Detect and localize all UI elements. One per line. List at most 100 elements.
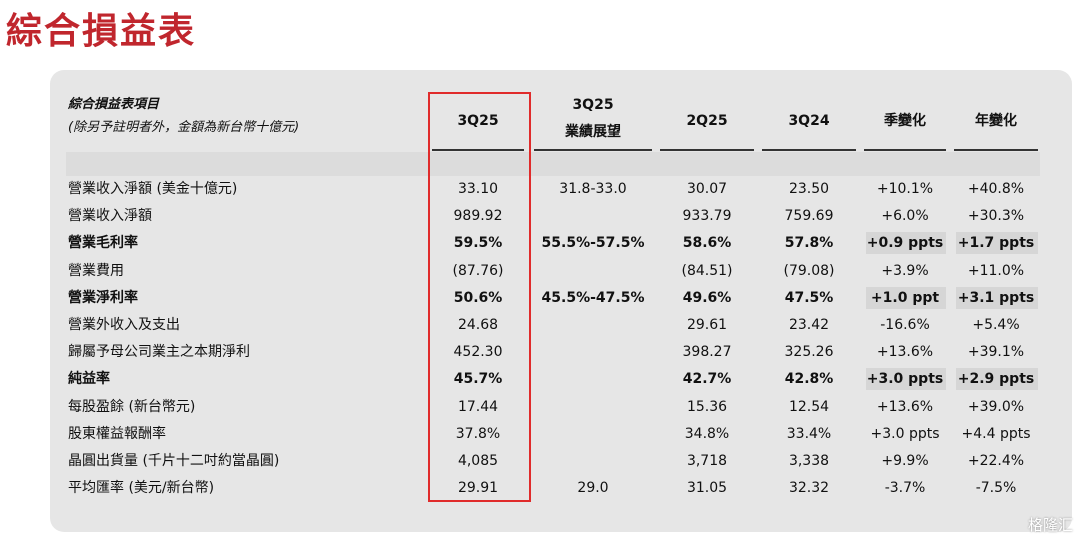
header-label: 綜合損益表項目 [68, 97, 160, 112]
cell: +22.4% [967, 453, 1025, 469]
cell: +5.4% [972, 317, 1020, 333]
cell: +9.9% [881, 453, 929, 469]
watermark: 格隆汇 [1027, 516, 1073, 534]
cell: 989.92 [453, 208, 503, 225]
cell: 452.30 [453, 344, 503, 361]
row-label: 純益率 [68, 371, 110, 388]
cell-shade [866, 368, 946, 391]
cell: +39.1% [967, 344, 1025, 361]
cell: +3.1 ppts [957, 289, 1035, 306]
cell: (87.76) [452, 262, 504, 279]
cell: +13.6% [876, 398, 934, 415]
cell: (84.51) [681, 262, 733, 279]
cell: 933.79 [682, 208, 732, 225]
cell: -16.6% [880, 317, 930, 333]
page-title: 綜合損益表 [6, 11, 197, 52]
cell: +39.0% [967, 398, 1025, 415]
cell: +0.9 ppts [866, 235, 944, 252]
cell: +11.0% [967, 262, 1025, 279]
cell: 31.05 [686, 480, 728, 497]
cell-shade [866, 232, 946, 255]
header-band [66, 152, 1040, 176]
header-note: (除另予註明者外，金額為新台幣十億元) [68, 120, 300, 135]
cell: +10.1% [876, 181, 934, 197]
cell: +3.0 ppts [866, 371, 944, 388]
cell: +40.8% [967, 181, 1025, 197]
cell: 759.69 [784, 208, 834, 225]
header-rule [762, 149, 856, 151]
column-header: 年變化 [975, 113, 1017, 129]
cell: 23.50 [788, 181, 830, 197]
column-header: 3Q25 [572, 97, 614, 113]
cell: 59.5% [453, 235, 503, 252]
row-label: 營業毛利率 [68, 235, 138, 252]
cell: 55.5%-57.5% [541, 235, 645, 252]
cell-shade [866, 286, 946, 309]
cell: 4,085 [457, 453, 499, 469]
cell: 33.4% [786, 425, 832, 442]
cell: 3,338 [788, 453, 830, 469]
cell: 398.27 [682, 344, 732, 361]
cell: 33.10 [457, 181, 499, 197]
cell: -7.5% [975, 480, 1017, 497]
highlight-box [428, 92, 531, 502]
cell: 29.91 [457, 480, 499, 497]
header-rule [660, 149, 754, 151]
cell: +3.9% [881, 262, 929, 279]
row-label: 營業淨利率 [68, 289, 138, 306]
row-label: 營業費用 [68, 262, 124, 279]
header-rule [864, 149, 946, 151]
cell-shade [956, 368, 1038, 391]
cell: 24.68 [457, 317, 499, 333]
column-header: 業績展望 [565, 124, 621, 140]
cell: 45.7% [453, 371, 503, 388]
cell: 325.26 [784, 344, 834, 361]
cell: 47.5% [784, 289, 834, 306]
cell: 58.6% [682, 235, 732, 252]
column-header: 季變化 [884, 113, 926, 129]
cell: 15.36 [686, 398, 728, 415]
cell: 57.8% [784, 235, 834, 252]
row-label: 晶圓出貨量 (千片十二吋約當晶圓) [68, 453, 280, 469]
cell: -3.7% [884, 480, 926, 497]
column-header: 2Q25 [686, 113, 728, 129]
cell: 49.6% [682, 289, 732, 306]
cell: +2.9 ppts [957, 371, 1035, 388]
row-label: 歸屬予母公司業主之本期淨利 [68, 344, 250, 361]
column-header: 3Q24 [788, 113, 830, 129]
cell: 31.8-33.0 [559, 181, 627, 197]
header-rule [954, 149, 1038, 151]
row-label: 營業收入淨額 [68, 208, 152, 225]
cell: 29.61 [686, 317, 728, 333]
cell: 50.6% [453, 289, 503, 306]
cell-shade [956, 286, 1038, 309]
cell: 42.8% [784, 371, 834, 388]
cell: 30.07 [686, 181, 728, 197]
cell: +3.0 ppts [870, 425, 940, 442]
column-header: 3Q25 [457, 113, 499, 129]
cell: 45.5%-47.5% [541, 289, 645, 306]
cell: 42.7% [682, 371, 732, 388]
cell: 32.32 [788, 480, 830, 497]
row-label: 平均匯率 (美元/新台幣) [68, 480, 215, 497]
cell: +30.3% [967, 208, 1025, 225]
row-label: 營業外收入及支出 [68, 317, 180, 333]
cell: 17.44 [457, 398, 499, 415]
cell: +1.7 ppts [957, 235, 1035, 252]
cell: 12.54 [788, 398, 830, 415]
cell: 29.0 [577, 480, 609, 497]
header-rule [534, 149, 652, 151]
cell: +6.0% [881, 208, 929, 225]
row-label: 營業收入淨額 (美金十億元) [68, 181, 238, 197]
cell: +13.6% [876, 344, 934, 361]
cell: 3,718 [686, 453, 728, 469]
cell: +1.0 ppt [870, 289, 940, 306]
cell: 34.8% [684, 425, 730, 442]
cell-shade [956, 232, 1038, 255]
row-label: 每股盈餘 (新台幣元) [68, 398, 196, 415]
cell: (79.08) [783, 262, 835, 279]
cell: 23.42 [788, 317, 830, 333]
cell: +4.4 ppts [961, 425, 1031, 442]
header-rule [432, 149, 524, 151]
